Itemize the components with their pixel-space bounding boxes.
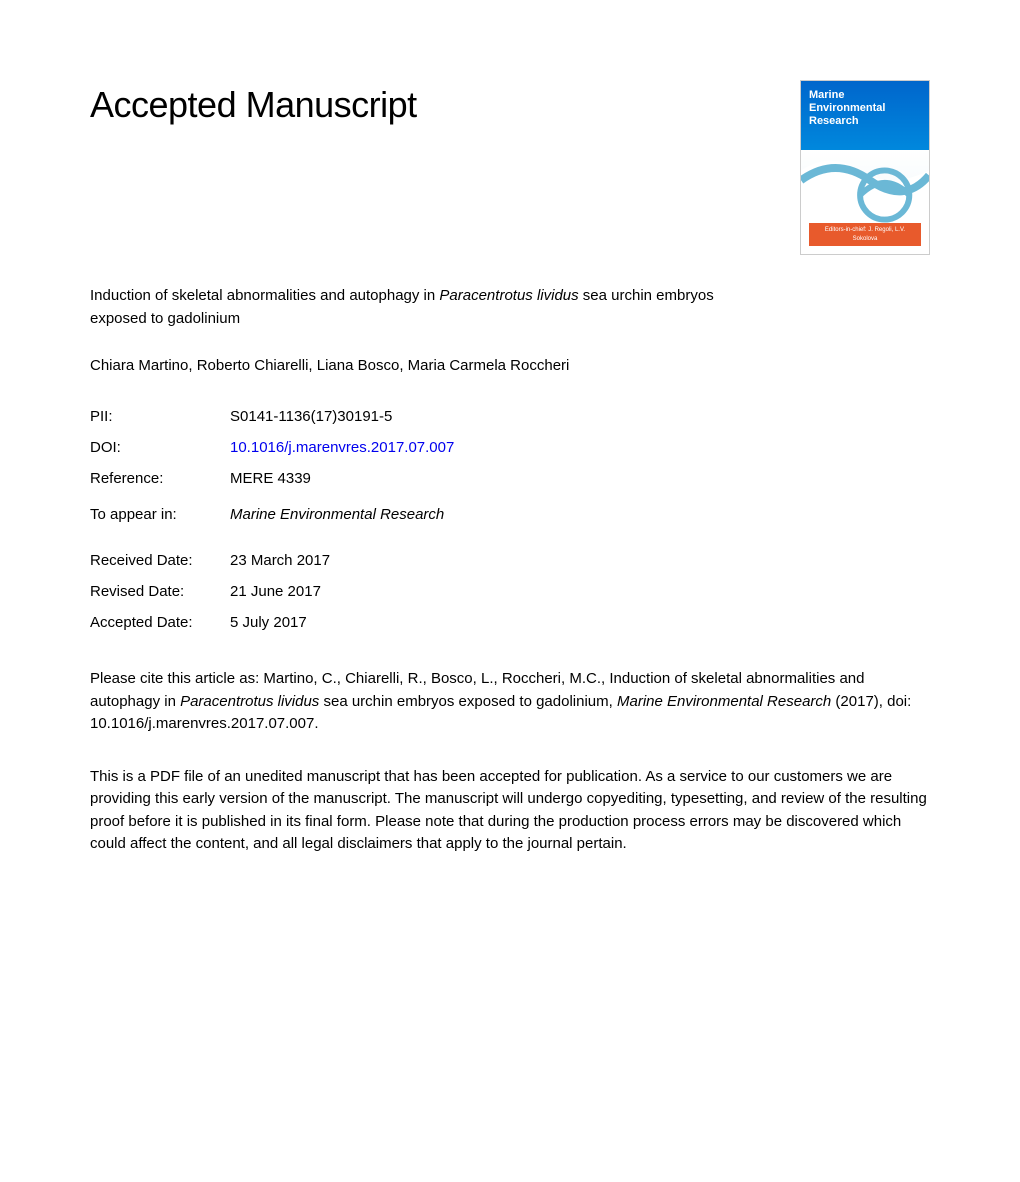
page-heading: Accepted Manuscript (90, 80, 417, 130)
header-row: Accepted Manuscript Marine Environmental… (90, 80, 930, 255)
journal-name-line: Research (809, 115, 921, 128)
appear-value: Marine Environmental Research (230, 504, 444, 525)
journal-cover-editor: Editors-in-chief: J. Regoli, L.V. Sokolo… (809, 223, 921, 246)
metadata-row-revised: Revised Date: 21 June 2017 (90, 581, 930, 602)
metadata-row-pii: PII: S0141-1136(17)30191-5 (90, 406, 930, 427)
citation-journal-italic: Marine Environmental Research (617, 693, 831, 710)
journal-cover-thumbnail: Marine Environmental Research Editors-in… (800, 80, 930, 255)
citation-text: Please cite this article as: Martino, C.… (90, 668, 930, 736)
pii-value: S0141-1136(17)30191-5 (230, 406, 392, 427)
citation-mid: sea urchin embryos exposed to gadolinium… (319, 693, 617, 710)
title-species-italic: Paracentrotus lividus (439, 287, 578, 304)
metadata-row-reference: Reference: MERE 4339 (90, 468, 930, 489)
received-value: 23 March 2017 (230, 550, 330, 571)
journal-cover-title: Marine Environmental Research (809, 89, 921, 129)
article-title: Induction of skeletal abnormalities and … (90, 285, 770, 330)
doi-link[interactable]: 10.1016/j.marenvres.2017.07.007 (230, 437, 454, 458)
pii-label: PII: (90, 406, 230, 427)
article-title-section: Induction of skeletal abnormalities and … (90, 285, 770, 330)
accepted-label: Accepted Date: (90, 612, 230, 633)
authors-list: Chiara Martino, Roberto Chiarelli, Liana… (90, 355, 930, 376)
title-text: Induction of skeletal abnormalities and … (90, 287, 439, 304)
journal-name-line: Marine (809, 89, 921, 102)
doi-label: DOI: (90, 437, 230, 458)
metadata-row-appear: To appear in: Marine Environmental Resea… (90, 504, 930, 525)
metadata-row-received: Received Date: 23 March 2017 (90, 550, 930, 571)
metadata-table: PII: S0141-1136(17)30191-5 DOI: 10.1016/… (90, 406, 930, 525)
reference-value: MERE 4339 (230, 468, 311, 489)
revised-value: 21 June 2017 (230, 581, 321, 602)
accepted-value: 5 July 2017 (230, 612, 307, 633)
appear-label: To appear in: (90, 504, 230, 525)
metadata-row-doi: DOI: 10.1016/j.marenvres.2017.07.007 (90, 437, 930, 458)
journal-name-line: Environmental (809, 102, 921, 115)
received-label: Received Date: (90, 550, 230, 571)
reference-label: Reference: (90, 468, 230, 489)
revised-label: Revised Date: (90, 581, 230, 602)
dates-section: Received Date: 23 March 2017 Revised Dat… (90, 550, 930, 633)
disclaimer-text: This is a PDF file of an unedited manusc… (90, 766, 930, 856)
metadata-row-accepted: Accepted Date: 5 July 2017 (90, 612, 930, 633)
citation-species-italic: Paracentrotus lividus (180, 693, 319, 710)
